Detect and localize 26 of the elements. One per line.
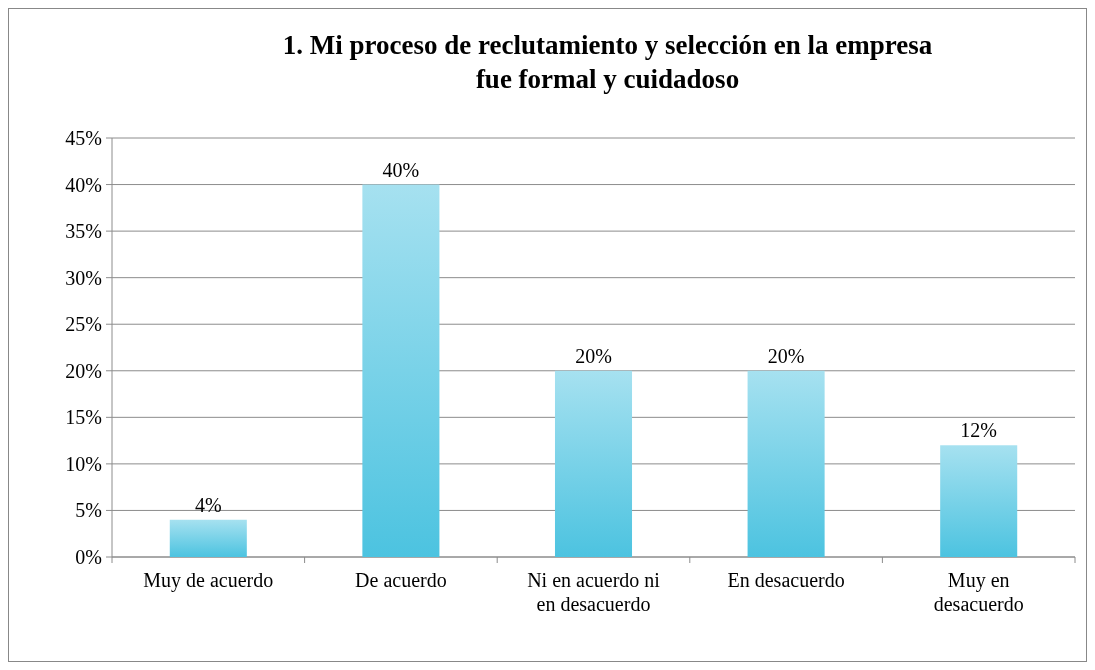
data-label: 12% bbox=[960, 419, 998, 442]
y-tick-label: 30% bbox=[65, 266, 102, 289]
bar bbox=[169, 519, 247, 557]
x-tick-label: De acuerdo bbox=[355, 569, 447, 591]
bar bbox=[362, 184, 440, 557]
y-tick-label: 20% bbox=[65, 359, 102, 382]
y-tick-label: 5% bbox=[75, 499, 102, 522]
data-label: 40% bbox=[382, 158, 420, 181]
y-tick-label: 10% bbox=[65, 452, 102, 475]
y-tick-label: 45% bbox=[65, 127, 102, 149]
y-tick-label: 40% bbox=[65, 173, 102, 196]
y-tick-label: 35% bbox=[65, 220, 102, 243]
bar bbox=[940, 445, 1018, 557]
y-tick-label: 15% bbox=[65, 406, 102, 429]
bar bbox=[554, 370, 633, 557]
x-tick-label: Ni en acuerdo ni en desacuerdo bbox=[527, 569, 661, 615]
y-tick-label: 25% bbox=[65, 313, 102, 336]
x-tick-label: Muy de acuerdo bbox=[143, 569, 274, 592]
data-label: 20% bbox=[767, 344, 805, 367]
chart-title: 1. Mi proceso de reclutamiento y selección en la empresa fue formal y cuidadoso bbox=[282, 30, 933, 94]
data-label: 4% bbox=[194, 493, 222, 516]
x-tick-label: En desacuerdo bbox=[727, 569, 845, 591]
y-tick-label: 0% bbox=[75, 546, 102, 568]
data-label: 20% bbox=[575, 344, 612, 367]
bar bbox=[747, 370, 825, 557]
x-tick-label: Muy en desacuerdo bbox=[933, 569, 1024, 615]
